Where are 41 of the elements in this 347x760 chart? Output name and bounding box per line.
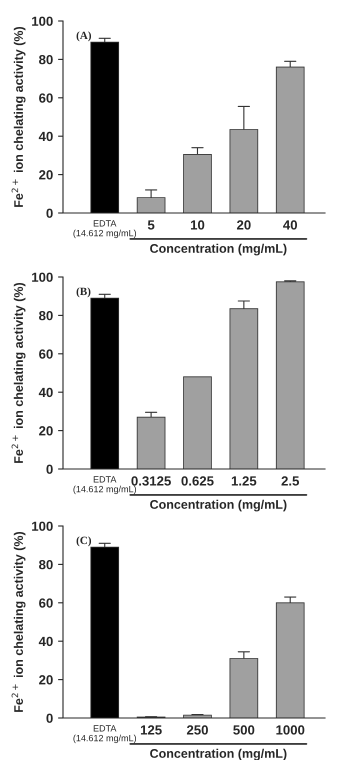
x-tick-label: 40 xyxy=(283,220,298,230)
annotation: (B) xyxy=(76,287,90,298)
y-tick-label: 40 xyxy=(38,132,53,142)
y-axis-title: Fe$^{2+}$ ion chelating activity (%) xyxy=(12,282,26,463)
x-tick-label: 250 xyxy=(186,725,208,735)
x-axis-title: Concentration (mg/mL) xyxy=(150,244,286,256)
y-tick-label: 80 xyxy=(39,560,53,570)
y-tick-label: 60 xyxy=(39,93,53,103)
y-axis-title: Fe$^{2+}$ ion chelating activity (%) xyxy=(12,26,26,207)
y-tick-label: 80 xyxy=(39,310,53,320)
x-tick-label: 20 xyxy=(236,220,251,230)
x-tick-label: 1.25 xyxy=(232,476,256,486)
y-tick-label: 0 xyxy=(46,714,53,723)
x-axis-title: Concentration (mg/mL) xyxy=(150,500,286,512)
x-tick-label: EDTA (14.612 mg/mL) xyxy=(73,725,136,744)
x-axis-title: Concentration (mg/mL) xyxy=(150,748,286,760)
y-tick-label: 40 xyxy=(38,636,53,646)
annotation: (C) xyxy=(76,536,92,546)
x-tick-label: 1000 xyxy=(276,725,304,735)
x-tick-label: 0.625 xyxy=(181,476,214,486)
y-tick-label: 100 xyxy=(32,522,53,531)
y-tick-label: 60 xyxy=(39,349,53,359)
y-tick-label: 60 xyxy=(39,598,53,608)
x-tick-label: 0.3125 xyxy=(131,476,171,486)
y-tick-label: 0 xyxy=(46,208,53,218)
y-tick-label: 100 xyxy=(32,16,53,26)
y-axis-title: Fe$^{2+}$ ion chelating activity (%) xyxy=(12,532,26,712)
y-tick-label: 80 xyxy=(39,54,53,64)
y-tick-label: 20 xyxy=(39,675,53,685)
x-tick-label: 2.5 xyxy=(282,476,300,486)
y-tick-label: 20 xyxy=(39,170,53,180)
x-tick-label: 125 xyxy=(140,725,162,735)
x-tick-label: 5 xyxy=(148,220,154,230)
y-tick-label: 100 xyxy=(32,272,53,282)
annotation: (A) xyxy=(76,31,92,42)
y-tick-label: 20 xyxy=(39,426,53,436)
y-tick-label: 40 xyxy=(38,388,53,398)
y-tick-label: 0 xyxy=(46,464,53,474)
x-tick-label: 10 xyxy=(190,220,204,230)
x-tick-label: EDTA (14.612 mg/mL) xyxy=(73,220,136,238)
x-tick-label: 500 xyxy=(233,725,254,735)
